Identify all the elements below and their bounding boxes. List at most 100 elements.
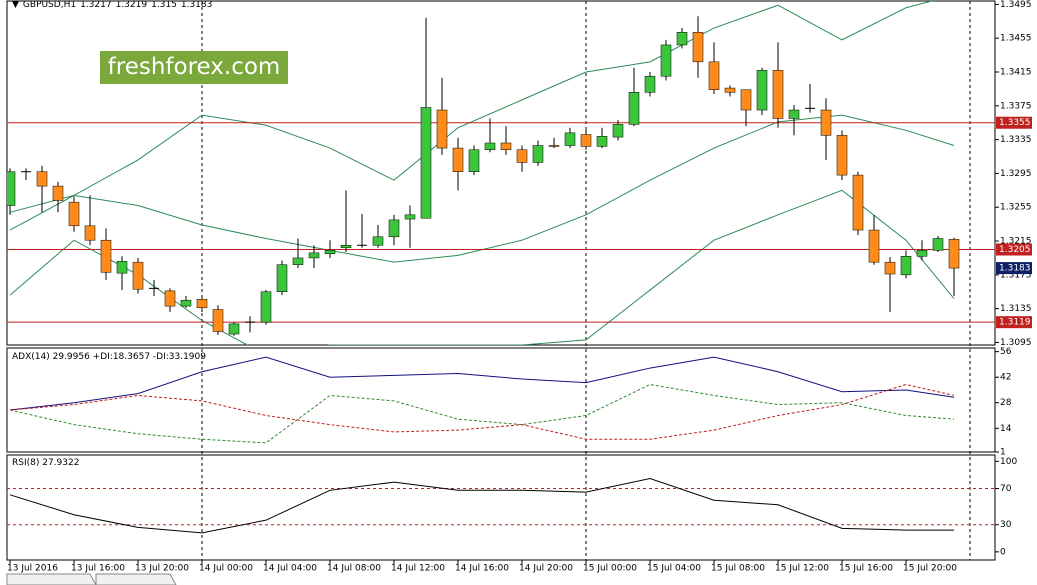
y-tick-label: 30 (1000, 520, 1012, 530)
x-tick-label: 15 Jul 20:00 (903, 564, 957, 574)
x-tick-label: 15 Jul 00:00 (583, 564, 637, 574)
indicator-line (9, 383, 955, 440)
bollinger-band (9, 189, 955, 345)
last-low: 1.315 (151, 0, 177, 10)
indicator-line (9, 356, 955, 411)
y-tick-label: 1.3495 (1000, 0, 1032, 10)
last-open: 1.3217 (80, 0, 112, 10)
price-label: 1.3183 (999, 264, 1031, 274)
candle-body (740, 89, 752, 111)
x-tick-label: 14 Jul 12:00 (391, 564, 445, 574)
candle-body (580, 134, 592, 147)
x-tick-label: 15 Jul 08:00 (711, 564, 765, 574)
candle-body (612, 124, 624, 138)
candle-body (452, 147, 464, 172)
candle-body (164, 290, 176, 307)
candle-body (500, 142, 512, 151)
level-label: 1.3119 (999, 318, 1031, 328)
tab (6, 573, 97, 585)
candle-body (948, 239, 960, 269)
bollinger-band (9, 114, 955, 263)
candle-body (756, 70, 768, 111)
price-tag (996, 262, 1032, 275)
y-tick-label: 42 (1000, 373, 1011, 383)
rsi-panel (6, 454, 996, 561)
last-high: 1.3219 (115, 0, 148, 10)
x-tick-label: 15 Jul 16:00 (839, 564, 893, 574)
candle-body (260, 291, 272, 323)
candle-body (7, 171, 16, 206)
day-separators (201, 1, 971, 560)
level-tag (996, 243, 1032, 256)
candle-body (484, 142, 496, 151)
candle-body (372, 236, 384, 246)
candle-body (548, 145, 560, 147)
candle-body (724, 87, 736, 93)
candle-body (628, 92, 640, 125)
y-tick-label: 1.3215 (1000, 237, 1032, 247)
y-tick-label: 1.3335 (1000, 135, 1032, 145)
candle-body (420, 107, 432, 219)
candle-body (708, 61, 720, 90)
candle-body (276, 264, 288, 293)
y-tick-label: 1.3255 (1000, 203, 1032, 213)
indicator-line (9, 383, 955, 444)
candle-body (68, 201, 80, 227)
y-tick-label: 1.3135 (1000, 304, 1032, 314)
candle-body (868, 229, 880, 263)
bottom-tabs (6, 573, 177, 585)
x-tick-label: 15 Jul 04:00 (647, 564, 701, 574)
candle-body (884, 261, 896, 275)
y-tick-label: 1.3175 (1000, 270, 1032, 280)
candle-body (196, 299, 208, 309)
candle-body (388, 219, 400, 238)
y-tick-label: 1.3375 (1000, 101, 1032, 111)
candle-body (852, 174, 864, 231)
x-tick-label: 13 Jul 16:00 (71, 564, 125, 574)
candle-body (836, 135, 848, 176)
level-label: 1.3205 (999, 245, 1031, 255)
last-close: 1.3183 (180, 0, 213, 10)
candle-body (404, 214, 416, 220)
y-tick-label: 100 (1000, 457, 1017, 467)
candle-body (52, 185, 64, 201)
x-tick-label: 13 Jul 2016 (7, 564, 58, 574)
x-tick-label: 13 Jul 20:00 (135, 564, 189, 574)
candle-body (532, 145, 544, 163)
indicator-plot (9, 356, 955, 444)
x-tick-label: 14 Jul 04:00 (263, 564, 317, 574)
rsi-label: RSI(8) 27.9322 (12, 458, 80, 468)
candle-body (596, 135, 608, 147)
indicator-plot (7, 478, 995, 534)
y-tick-label: 28 (1000, 398, 1012, 408)
level-label: 1.3355 (999, 118, 1031, 128)
candle-body (132, 261, 144, 290)
candle-body (212, 309, 224, 332)
y-tick-label: 1.3455 (1000, 34, 1032, 44)
candle-body (116, 261, 128, 274)
y-tick-label: 1.3415 (1000, 67, 1032, 77)
symbol: GBPUSD,H1 (22, 0, 77, 10)
x-tick-label: 14 Jul 00:00 (199, 564, 253, 574)
watermark: freshforex.com (100, 51, 288, 84)
symbol-header: ▼ GBPUSD,H1 1.3217 1.3219 1.315 1.3183 (12, 0, 216, 10)
candle-body (516, 149, 528, 163)
y-tick-label: 1.3095 (1000, 338, 1032, 348)
candle-body (308, 252, 320, 259)
candle-body (36, 171, 48, 187)
candle-body (84, 225, 96, 241)
level-tag (996, 116, 1032, 129)
candle-body (644, 75, 656, 93)
candle-body (564, 132, 576, 146)
y-tick-label: 70 (1000, 484, 1012, 494)
bollinger-band (9, 1, 934, 213)
candle-body (916, 250, 928, 257)
y-tick-label: 14 (1000, 424, 1012, 434)
header-marker: ▼ (12, 0, 19, 10)
candle-body (436, 109, 448, 149)
candle-body (324, 250, 336, 254)
y-tick-label: 1.3295 (1000, 169, 1032, 179)
candle-body (820, 109, 832, 136)
price-plot (7, 1, 995, 345)
